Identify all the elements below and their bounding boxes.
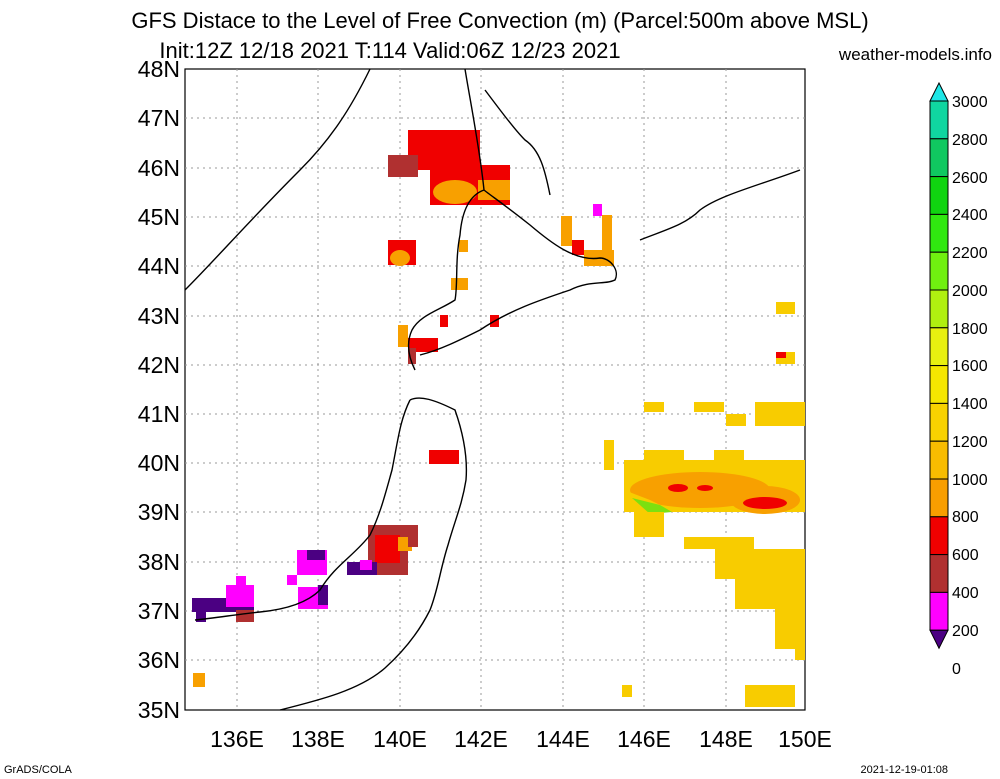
colorbar-label: 600 xyxy=(952,547,979,564)
colorbar-label: 2400 xyxy=(952,207,988,224)
colorbar-segment xyxy=(929,251,949,291)
lat-label: 38N xyxy=(138,549,180,575)
colorbar-cap-top xyxy=(929,81,949,102)
lat-label: 48N xyxy=(138,56,180,82)
colorbar-segment xyxy=(929,478,949,518)
colorbar-label: 3000 xyxy=(952,94,988,111)
colorbar-label: 2800 xyxy=(952,132,988,149)
lat-label: 47N xyxy=(138,105,180,131)
lat-label: 46N xyxy=(138,155,180,181)
colorbar-segment xyxy=(929,516,949,556)
lat-label: 44N xyxy=(138,253,180,279)
colorbar-segment xyxy=(929,591,949,631)
colorbar-segment xyxy=(929,138,949,178)
colorbar-label: 2600 xyxy=(952,170,988,187)
lat-label: 41N xyxy=(138,401,180,427)
colorbar-label: 1600 xyxy=(952,358,988,375)
map-title: GFS Distace to the Level of Free Convect… xyxy=(131,8,869,33)
lon-label: 148E xyxy=(699,726,753,752)
colorbar-label: 1800 xyxy=(952,321,988,338)
colorbar-segment xyxy=(929,176,949,215)
lon-axis-labels: 136E 138E 140E 142E 144E 146E 148E 150E xyxy=(210,726,832,752)
lat-label: 37N xyxy=(138,598,180,624)
lat-label: 42N xyxy=(138,352,180,378)
lon-label: 146E xyxy=(617,726,671,752)
lat-label: 40N xyxy=(138,450,180,476)
colorbar-label: 800 xyxy=(952,509,979,526)
lat-axis-labels: 48N 47N 46N 45N 44N 43N 42N 41N 40N 39N … xyxy=(138,56,180,723)
footer-credit: GrADS/COLA xyxy=(4,764,72,776)
colorbar-segment xyxy=(929,554,949,593)
lon-label: 142E xyxy=(454,726,508,752)
lat-label: 39N xyxy=(138,499,180,525)
lat-label: 45N xyxy=(138,204,180,230)
lat-label: 43N xyxy=(138,303,180,329)
colorbar xyxy=(929,81,949,650)
site-credit: weather-models.info xyxy=(838,45,992,64)
colorbar-label: 2000 xyxy=(952,283,988,300)
colorbar-label: 1400 xyxy=(952,396,988,413)
lfc-shading xyxy=(192,130,805,707)
lon-label: 136E xyxy=(210,726,264,752)
lon-label: 138E xyxy=(291,726,345,752)
colorbar-cap-bottom xyxy=(929,629,949,650)
map-subtitle: Init:12Z 12/18 2021 T:114 Valid:06Z 12/2… xyxy=(159,38,621,63)
colorbar-segment xyxy=(929,289,949,329)
colorbar-segment xyxy=(929,100,949,140)
colorbar-label: 0 xyxy=(952,661,961,678)
colorbar-segment xyxy=(929,365,949,404)
colorbar-labels: 3000 2800 2600 2400 2200 2000 1800 1600 … xyxy=(952,94,988,678)
lat-label: 36N xyxy=(138,647,180,673)
lon-label: 144E xyxy=(536,726,590,752)
colorbar-segment xyxy=(929,440,949,480)
colorbar-segment xyxy=(929,327,949,367)
colorbar-label: 1000 xyxy=(952,472,988,489)
colorbar-label: 200 xyxy=(952,623,979,640)
colorbar-label: 400 xyxy=(952,585,979,602)
colorbar-segment xyxy=(929,213,949,253)
footer-timestamp: 2021-12-19-01:08 xyxy=(860,764,948,776)
coastlines xyxy=(184,68,801,711)
colorbar-label: 2200 xyxy=(952,245,988,262)
lon-label: 150E xyxy=(778,726,832,752)
colorbar-segment xyxy=(929,402,949,442)
lon-label: 140E xyxy=(373,726,427,752)
colorbar-label: 1200 xyxy=(952,434,988,451)
lat-label: 35N xyxy=(138,697,180,723)
